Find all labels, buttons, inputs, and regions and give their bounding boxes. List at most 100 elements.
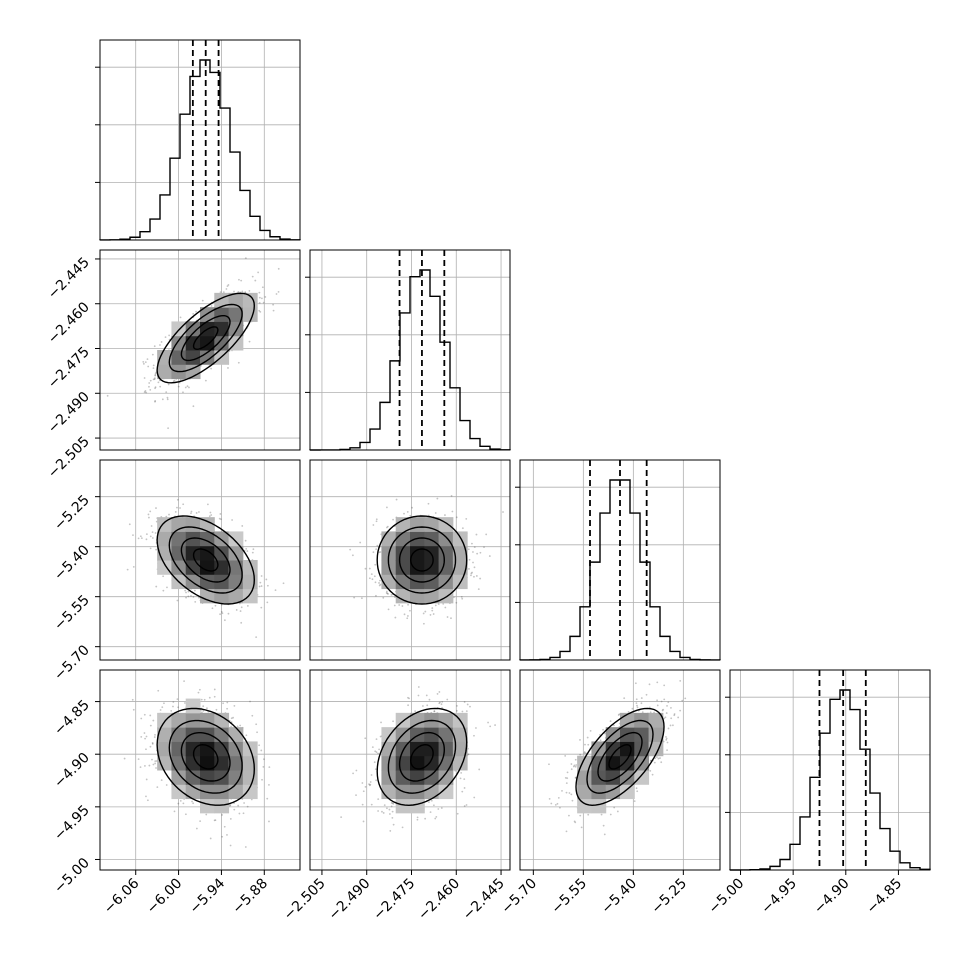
scatter-point (237, 804, 240, 807)
scatter-point (375, 751, 378, 754)
scatter-point (473, 546, 476, 549)
density-cell (200, 770, 215, 785)
scatter-point (237, 290, 240, 293)
scatter-point (456, 812, 459, 815)
density-panel-1-0 (99, 249, 301, 451)
scatter-point (268, 820, 270, 823)
scatter-point (455, 601, 458, 604)
scatter-point (255, 723, 258, 726)
scatter-point (584, 743, 586, 746)
scatter-point (252, 548, 255, 551)
scatter-point (240, 621, 243, 624)
density-cell (214, 588, 230, 604)
scatter-point (192, 596, 195, 598)
density-cell (214, 755, 230, 771)
contour-3-1-2 (387, 719, 457, 794)
scatter-point (456, 704, 458, 707)
scatter-point (191, 800, 193, 803)
scatter-point (246, 605, 249, 607)
scatter-point (439, 701, 441, 704)
scatter-point (437, 808, 440, 810)
scatter-point (417, 694, 420, 697)
scatter-point (434, 512, 437, 514)
scatter-point (222, 702, 225, 705)
scatter-point (574, 821, 577, 824)
scatter-point (438, 702, 441, 705)
scatter-point (465, 804, 468, 806)
density-cell (185, 698, 201, 714)
scatter-point (364, 737, 367, 740)
scatter-point (574, 776, 577, 779)
scatter-point (220, 518, 222, 521)
scatter-point (259, 310, 262, 313)
density-cell (424, 755, 440, 771)
scatter-point (162, 575, 165, 578)
scatter-point (374, 581, 377, 584)
scatter-point (378, 551, 381, 554)
scatter-point (149, 724, 152, 727)
scatter-point (194, 600, 197, 603)
scatter-point (144, 765, 146, 767)
scatter-point (155, 507, 157, 509)
scatter-point (233, 808, 236, 811)
scatter-point (154, 734, 156, 736)
scatter-point (351, 554, 354, 557)
scatter-point (172, 380, 175, 383)
scatter-point (151, 353, 154, 356)
scatter-point (585, 752, 587, 755)
scatter-point (401, 826, 404, 829)
scatter-point (187, 590, 190, 593)
scatter-point (266, 797, 269, 800)
scatter-point (177, 385, 180, 388)
density-cell (171, 784, 187, 800)
scatter-point (240, 279, 243, 282)
scatter-point (199, 820, 202, 822)
scatter-point (387, 593, 389, 595)
scatter-point (502, 511, 504, 513)
scatter-point (451, 510, 454, 513)
scatter-point (483, 546, 485, 549)
density-cell (185, 517, 201, 532)
scatter-point (406, 615, 409, 617)
scatter-point (153, 736, 156, 738)
scatter-point (460, 595, 463, 598)
scatter-point (264, 296, 267, 298)
scatter-point (360, 597, 363, 600)
scatter-point (154, 760, 157, 763)
scatter-point (243, 802, 246, 804)
scatter-point (380, 721, 382, 724)
scatter-point (388, 813, 391, 815)
scatter-point (166, 586, 168, 589)
density-frame-2-0 (99, 459, 301, 661)
scatter-point (444, 606, 447, 609)
contour-3-0-0 (192, 743, 219, 770)
contour-1-0-2 (168, 303, 243, 373)
density-cell (200, 574, 215, 590)
scatter-point (251, 551, 254, 554)
scatter-point (352, 772, 354, 775)
scatter-point (213, 695, 216, 698)
scatter-point (219, 613, 222, 616)
scatter-point (390, 805, 393, 808)
scatter-point (477, 588, 480, 591)
scatter-point (263, 758, 265, 761)
scatter-point (176, 698, 179, 701)
scatter-point (142, 362, 145, 365)
contour-2-1-1 (398, 537, 446, 583)
scatter-point (561, 789, 563, 792)
scatter-point (145, 735, 148, 738)
scatter-point (277, 291, 280, 293)
scatter-point (369, 783, 372, 786)
scatter-point (368, 577, 371, 580)
scatter-point (195, 512, 198, 514)
density-frame-2-1 (309, 459, 511, 661)
scatter-point (424, 610, 427, 613)
density-cell (228, 321, 244, 337)
scatter-point (227, 612, 230, 615)
scatter-point (202, 705, 205, 708)
scatter-point (258, 291, 261, 294)
scatter-point (139, 766, 142, 769)
scatter-point (416, 818, 419, 821)
scatter-point (225, 288, 228, 290)
density-cell (228, 755, 244, 771)
